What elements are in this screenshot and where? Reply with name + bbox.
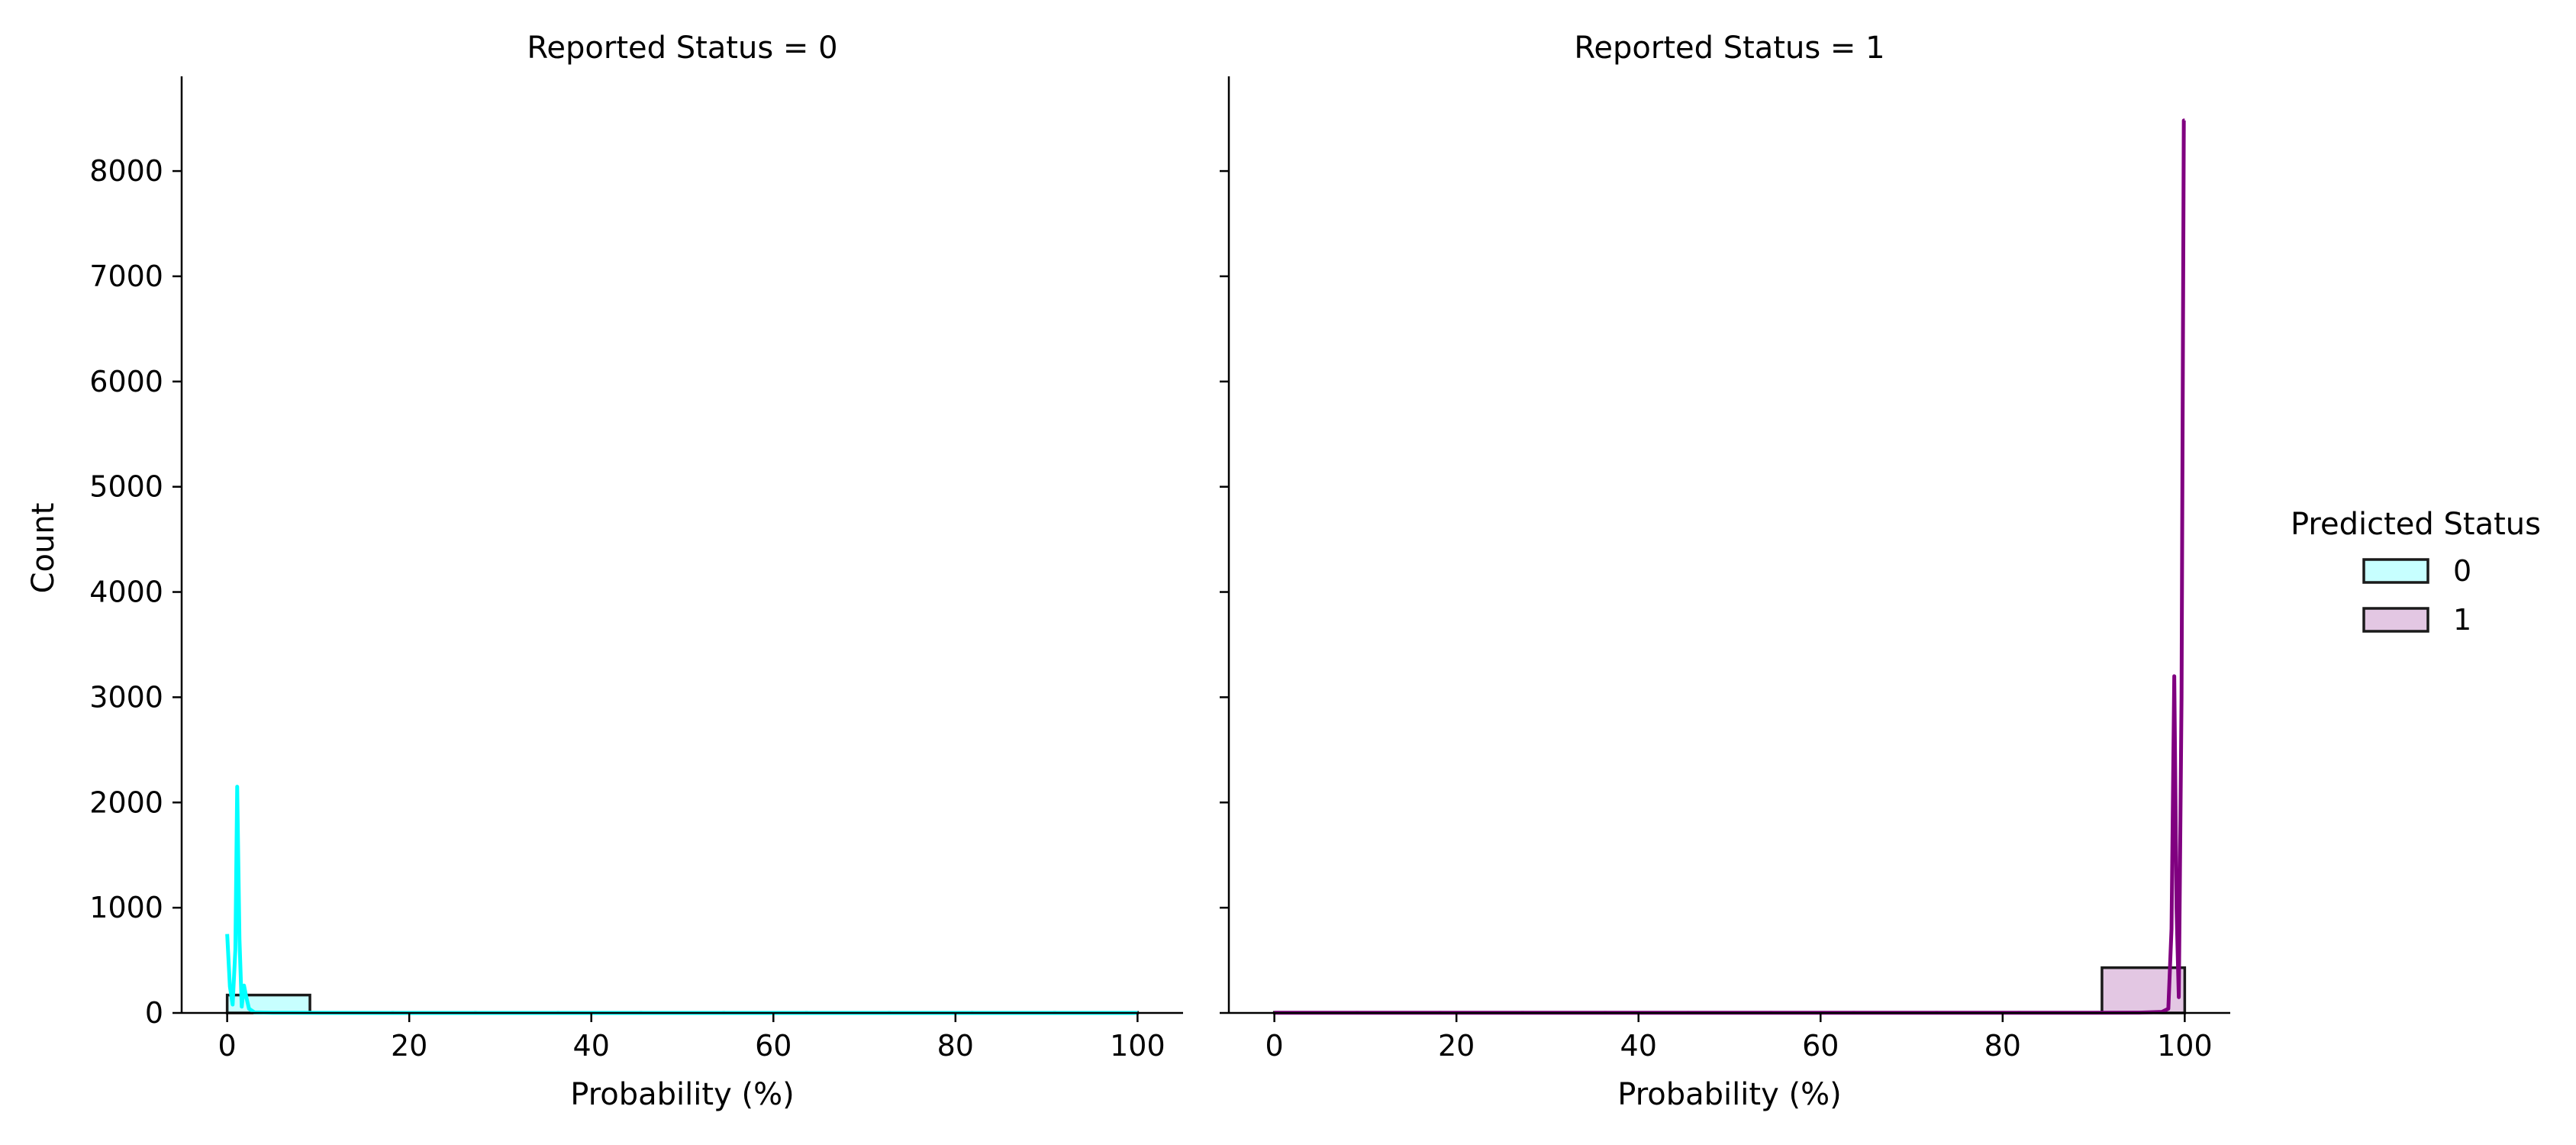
x-tick-label: 20 [391, 1029, 427, 1063]
x-tick-label: 60 [1802, 1029, 1839, 1063]
y-tick-label: 0 [145, 996, 163, 1030]
x-axis-label: Probability (%) [1617, 1077, 1841, 1112]
x-tick-label: 80 [1984, 1029, 2021, 1063]
legend-title: Predicted Status [2291, 507, 2541, 542]
x-tick-label: 40 [573, 1029, 610, 1063]
y-tick-label: 5000 [89, 470, 163, 504]
panel-title: Reported Status = 1 [1574, 31, 1884, 66]
y-tick-label: 8000 [89, 154, 163, 188]
x-axis-label: Probability (%) [570, 1077, 794, 1112]
y-tick-label: 2000 [89, 785, 163, 819]
y-axis-label: Count [26, 503, 61, 594]
x-tick-label: 60 [755, 1029, 791, 1063]
x-tick-label: 80 [937, 1029, 974, 1063]
y-tick-label: 6000 [89, 365, 163, 398]
x-tick-label: 100 [1110, 1029, 1165, 1063]
y-tick-label: 1000 [89, 891, 163, 924]
x-tick-label: 100 [2157, 1029, 2213, 1063]
y-tick-label: 3000 [89, 680, 163, 714]
x-tick-label: 40 [1620, 1029, 1657, 1063]
legend-swatch [2362, 607, 2429, 633]
y-tick-label: 4000 [89, 576, 163, 609]
panel-reported-status-0: Reported Status = 0010002000300040005000… [89, 31, 1183, 1112]
x-tick-label: 0 [218, 1029, 237, 1063]
x-tick-label: 20 [1438, 1029, 1475, 1063]
legend-entry-label: 1 [2453, 603, 2471, 637]
panel-title: Reported Status = 0 [527, 31, 837, 66]
legend-swatch [2362, 558, 2429, 584]
panel-reported-status-1: Reported Status = 1 0 20 40 60 80 100 Probabili… [1220, 31, 2230, 1112]
x-tick-label: 0 [1265, 1029, 1284, 1063]
y-tick-label: 7000 [89, 260, 163, 293]
histogram-bar [2100, 966, 2187, 1014]
legend: Predicted Status 0 1 [2291, 507, 2541, 637]
legend-entry-label: 0 [2453, 554, 2471, 588]
